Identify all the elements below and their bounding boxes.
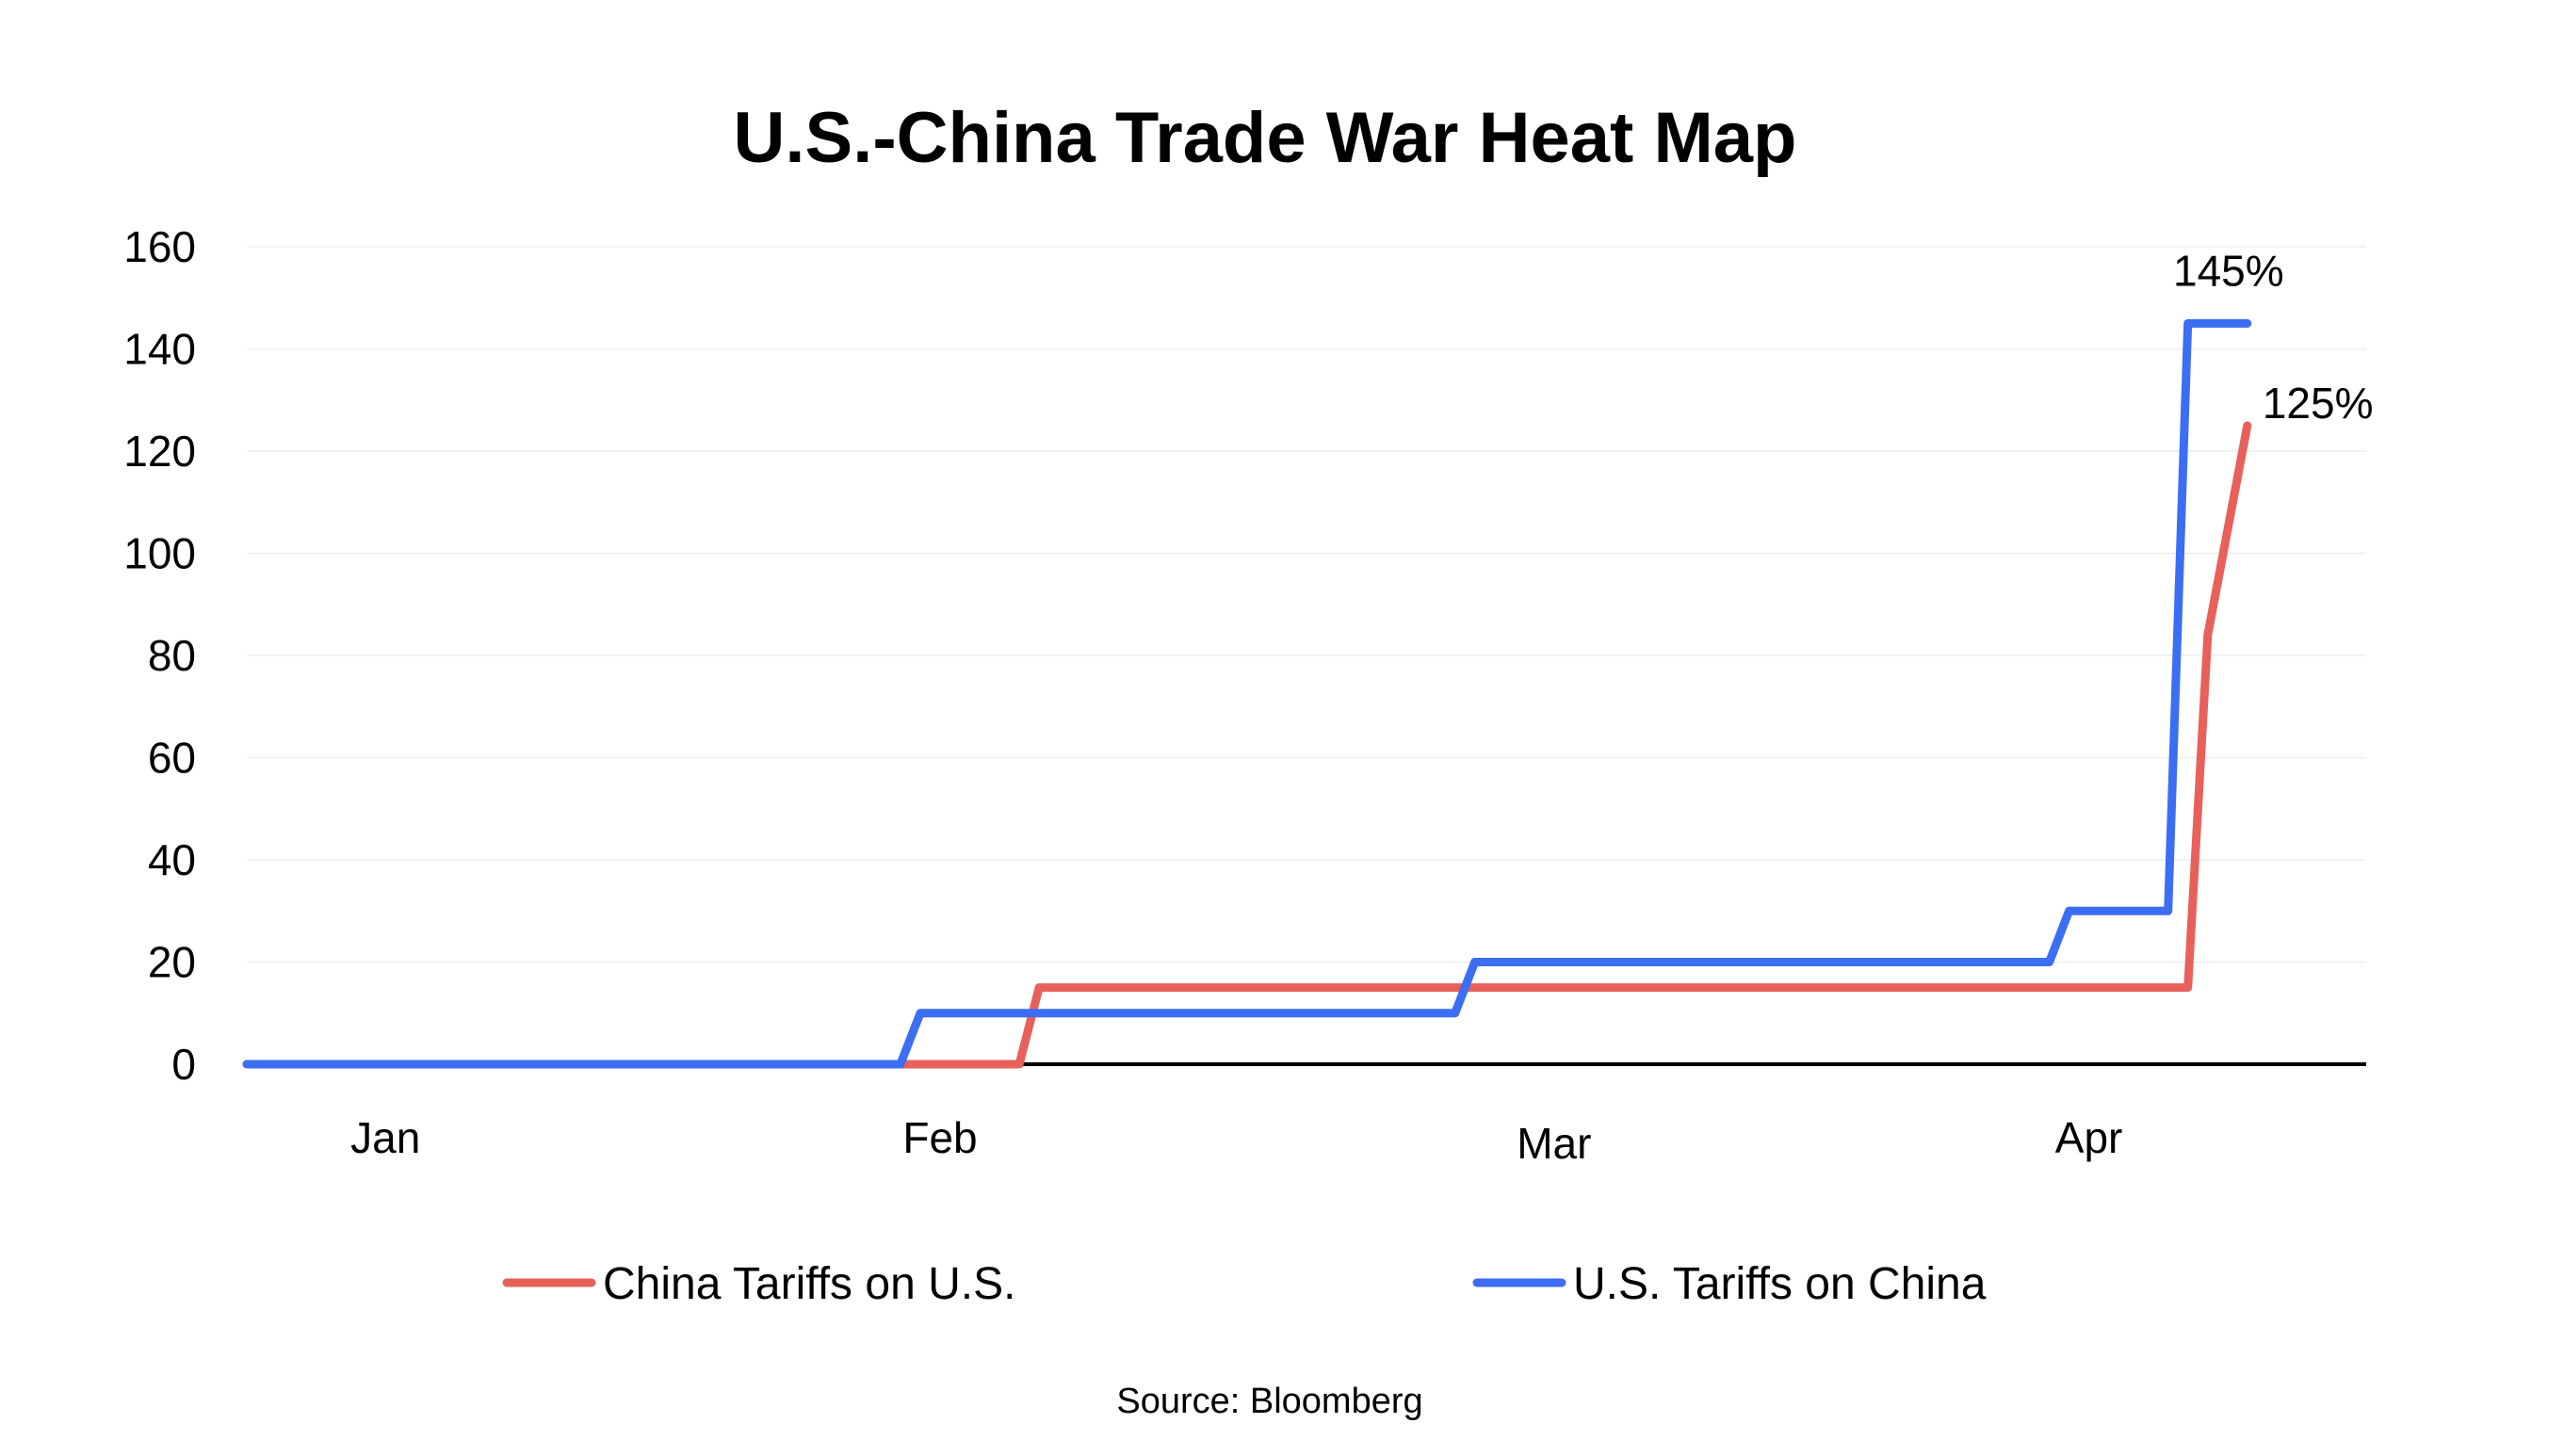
series-lines	[242, 318, 2252, 1069]
y-tick-label: 160	[123, 222, 196, 271]
y-tick-label: 20	[148, 938, 196, 987]
y-tick-label: 140	[123, 325, 196, 374]
series-line-1	[242, 318, 2252, 1069]
series-line-0	[242, 421, 2252, 1069]
y-tick-label: 100	[123, 529, 196, 578]
y-tick-label: 80	[148, 631, 196, 680]
x-tick-label-mar: Mar	[1517, 1119, 1591, 1168]
y-tick-label: 40	[148, 835, 196, 884]
x-axis-month-labels: Jan Feb Mar Apr	[350, 1113, 2122, 1168]
end-label-china-tariffs: 125%	[2263, 379, 2374, 428]
x-tick-label-apr: Apr	[2055, 1113, 2123, 1162]
chart-title: U.S.-China Trade War Heat Map	[734, 98, 1797, 178]
y-tick-label: 0	[171, 1040, 196, 1089]
x-tick-label-feb: Feb	[902, 1113, 977, 1162]
legend-label-0: China Tariffs on U.S.	[603, 1259, 1015, 1309]
end-label-us-tariffs: 145%	[2173, 246, 2284, 295]
y-tick-label: 60	[148, 734, 196, 783]
legend: China Tariffs on U.S. U.S. Tariffs on Chi…	[502, 1259, 1987, 1309]
gridlines	[247, 246, 2366, 963]
source-note: Source: Bloomberg	[1116, 1382, 1422, 1421]
legend-label-1: U.S. Tariffs on China	[1573, 1259, 1987, 1309]
x-tick-label-jan: Jan	[350, 1113, 420, 1162]
y-axis-tick-labels: 0 20 40 60 80 100 120 140 160	[123, 222, 196, 1089]
y-tick-label: 120	[123, 427, 196, 476]
end-value-labels: 145% 125%	[2173, 246, 2373, 428]
